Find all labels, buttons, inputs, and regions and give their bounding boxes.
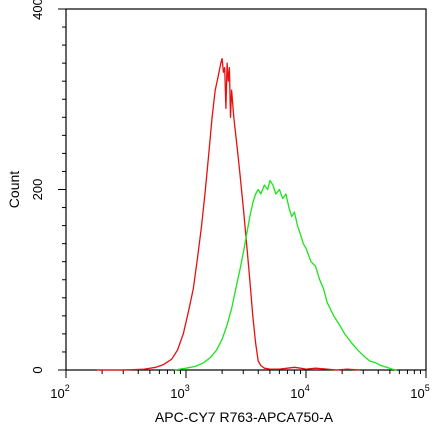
x-tick-label: 103 — [170, 383, 189, 401]
x-tick-label: 104 — [290, 383, 309, 401]
y-tick-label: 400 — [30, 0, 45, 20]
x-axis-title: APC-CY7 R763-APCA750-A — [155, 409, 334, 425]
y-tick-label: 200 — [30, 179, 45, 201]
series-line-1 — [174, 179, 397, 371]
y-axis-title: Count — [6, 171, 22, 208]
plot-frame — [65, 8, 427, 371]
y-tick-label: 0 — [30, 366, 45, 373]
x-tick-label: 102 — [50, 383, 69, 401]
x-tick-label: 105 — [410, 383, 429, 401]
series-line-0 — [96, 57, 360, 371]
